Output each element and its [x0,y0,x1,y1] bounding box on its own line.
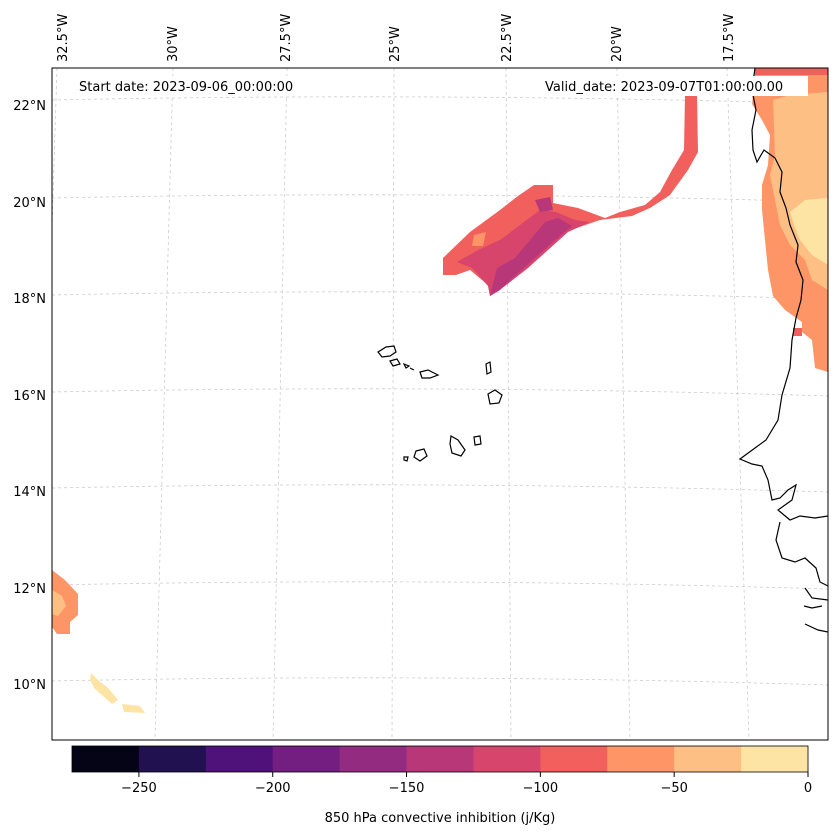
cin-open-atlantic-southwest [52,570,145,713]
cin-region-50-25 [52,590,66,616]
lon-label: 17.5°W [722,14,737,62]
gridline-lat [52,96,828,105]
cin-region-100-75 [755,68,828,75]
gridline-lat [52,581,828,590]
island-santiago [449,435,466,457]
island-sal [485,361,492,375]
gridline-lon [505,68,512,740]
map-frame [51,67,829,741]
colorbar-swatch [473,746,541,772]
cin-band-northwest [443,95,698,296]
cin-region-25-0 [790,198,828,265]
colorbar-swatch [272,746,341,772]
valid-date-label: Valid_date: 2023-09-07T01:00:00.00 [545,80,783,95]
gridline-lon [616,68,631,740]
colorbar-swatch [741,746,809,772]
lon-label: 20°W [610,26,625,62]
lat-label: 22°N [13,99,46,114]
colorbar-frame [71,745,809,773]
coastlines [377,68,828,633]
island-fogo [413,448,428,462]
colorbar-swatch [205,746,274,772]
gridline-lon [726,68,750,740]
gridline-lon [391,68,395,740]
colorbar: −250 −200 −150 −100 −50 0 850 hPa convective … [71,745,812,826]
lon-labels: 32.5°W 30°W 27.5°W 25°W 22.5°W 20°W 17.5… [56,14,737,62]
gridline-lon [154,68,174,740]
coast-guinea-bissau [775,521,828,633]
gridlines [52,68,828,740]
lat-label: 12°N [13,582,46,597]
colorbar-tick-label: −150 [389,781,425,796]
colorbar-ticks: −250 −200 −150 −100 −50 0 [121,772,812,796]
cin-region-75-50 [52,570,78,634]
island-maio [473,435,482,446]
gridline-lat [52,677,828,686]
island-brava [403,456,409,462]
lon-label: 25°W [388,26,403,62]
lon-label: 22.5°W [500,14,515,62]
colorbar-swatch [607,746,675,772]
start-date-label: Start date: 2023-09-06_00:00:00 [79,80,293,95]
colorbar-tick-label: −100 [523,781,559,796]
gridline-lon [272,68,288,740]
lat-label: 18°N [13,292,46,307]
colorbar-label: 850 hPa convective inhibition (j/Kg) [325,811,556,826]
island-boa-vista [487,389,503,405]
lat-label: 14°N [13,485,46,500]
colorbar-swatch [339,746,408,772]
island-sao-vicente [389,358,401,367]
colorbar-swatch [540,746,608,772]
start-date-box: Start date: 2023-09-06_00:00:00 [72,76,310,96]
lon-label: 30°W [166,26,181,62]
colorbar-tick-label: −200 [255,781,291,796]
colorbar-swatch [138,746,207,772]
island-santa-luzia [402,362,411,369]
lat-label: 10°N [13,678,46,693]
colorbar-swatches [72,746,809,772]
colorbar-swatch [406,746,474,772]
cin-region-75-50 [472,232,486,246]
gridline-lat [52,291,828,300]
map-area [52,68,828,740]
colorbar-tick-label: −50 [660,781,687,796]
lat-label: 16°N [13,389,46,404]
lon-label: 27.5°W [279,14,294,62]
lat-label: 20°N [13,196,46,211]
cin-region-25-0-b [122,704,145,713]
valid-date-box: Valid_date: 2023-09-07T01:00:00.00 [538,76,808,96]
cin-region-150-125-b [535,197,553,212]
lon-label: 32.5°W [56,14,71,62]
island-sao-nicolau [409,367,440,379]
colorbar-swatch [72,746,140,772]
lat-labels: 22°N 20°N 18°N 16°N 14°N 12°N 10°N [13,99,46,693]
colorbar-tick-label: 0 [804,781,812,796]
island-santo-antao [377,345,397,358]
cin-region-25-0 [90,673,118,704]
gridline-lat [52,484,828,493]
cin-region-100-75-b [793,328,802,336]
gridline-lat [52,388,828,397]
coast-west-africa [738,68,828,521]
colorbar-swatch [674,746,742,772]
cin-region-150-125 [490,218,572,296]
colorbar-tick-label: −250 [121,781,157,796]
gridline-lat [52,194,828,203]
